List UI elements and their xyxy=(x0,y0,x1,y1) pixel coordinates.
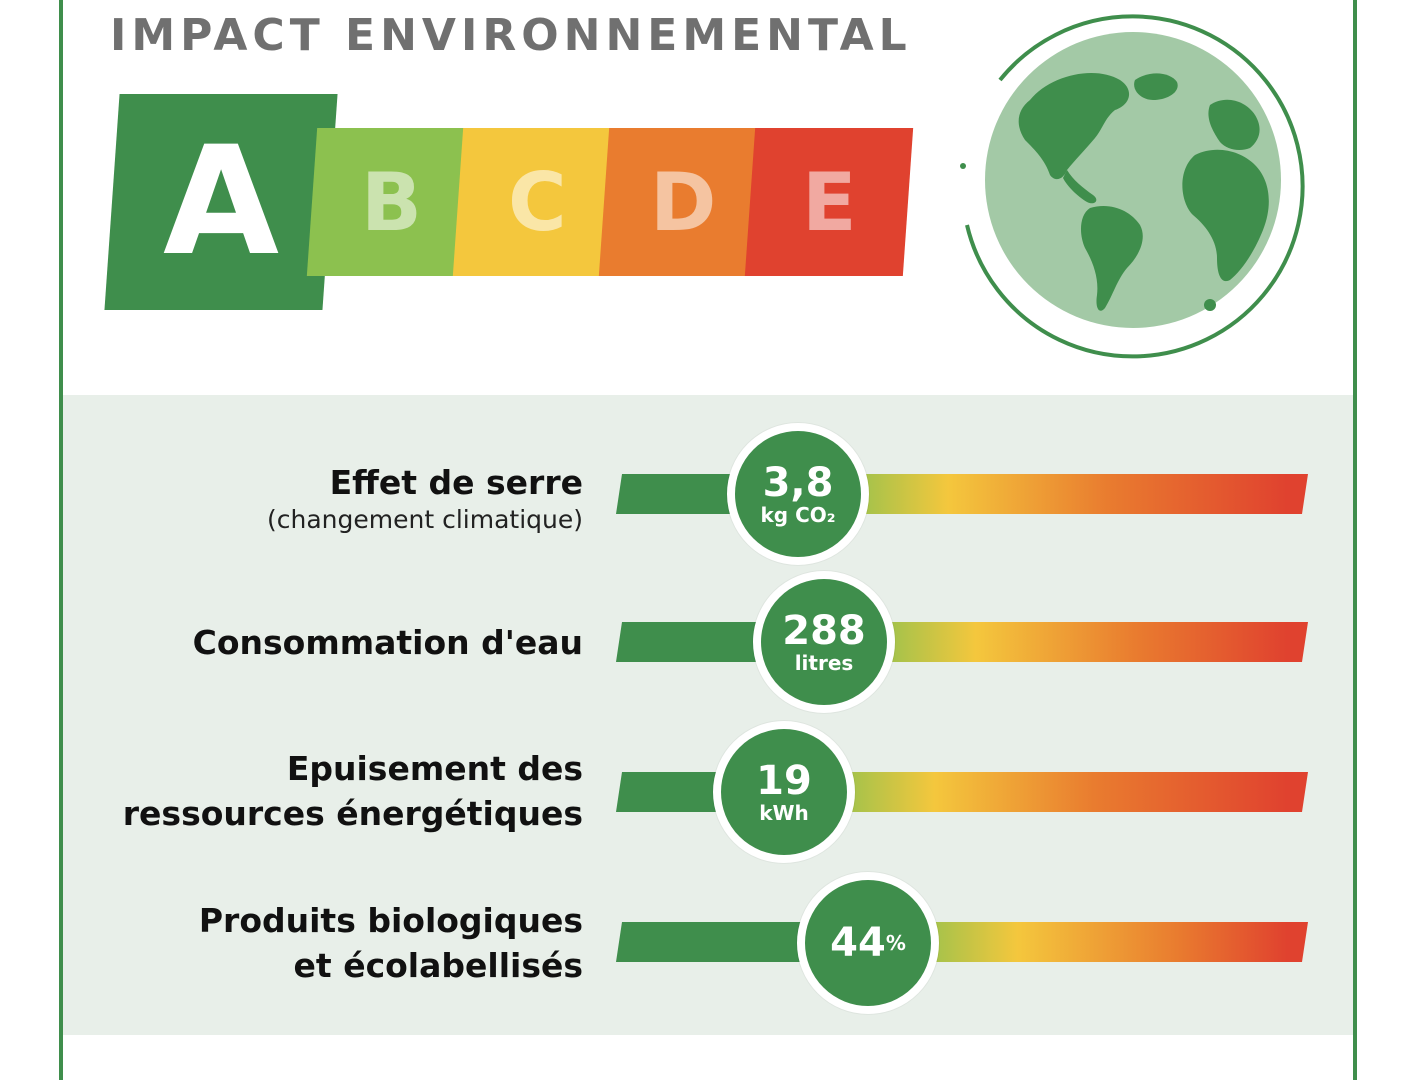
indicator-label-consommation-eau: Consommation d'eau xyxy=(192,623,583,662)
indicator-label-effet-de-serre: Effet de serre (changement climatique) xyxy=(267,463,583,534)
grade-c: C xyxy=(452,128,622,276)
grade-b: B xyxy=(306,128,476,276)
grade-d: D xyxy=(598,128,768,276)
indicator-bar-effet-de-serre xyxy=(616,474,1308,514)
indicator-bar-produits-bio xyxy=(616,922,1308,962)
indicator-badge-produits-bio: 44% xyxy=(797,872,939,1014)
indicator-label-ressources-energetiques: Epuisement des ressources énergétiques xyxy=(122,749,583,833)
indicator-badge-ressources-energetiques: 19 kWh xyxy=(713,721,855,863)
frame-left-border xyxy=(59,0,63,1080)
grade-e: E xyxy=(744,128,914,276)
page-title: IMPACT ENVIRONNEMENTAL xyxy=(110,10,912,61)
grade-a: A xyxy=(104,94,338,310)
globe-icon xyxy=(955,10,1315,370)
indicator-badge-consommation-eau: 288 litres xyxy=(753,571,895,713)
indicator-bar-consommation-eau xyxy=(616,622,1308,662)
indicator-badge-effet-de-serre: 3,8 kg CO₂ xyxy=(727,423,869,565)
frame-right-border xyxy=(1353,0,1357,1080)
indicator-label-produits-bio: Produits biologiques et écolabellisés xyxy=(198,901,583,985)
